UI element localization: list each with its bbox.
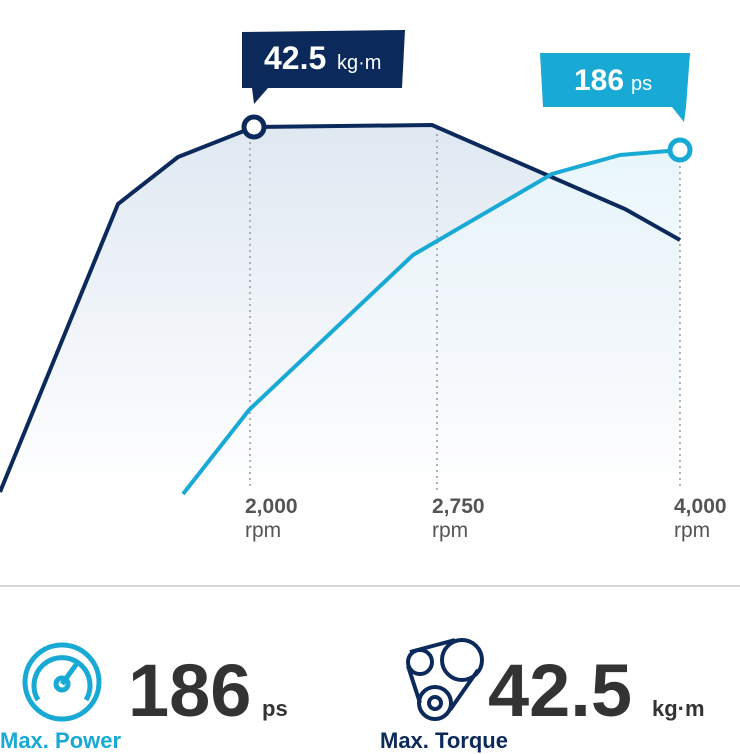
rpm-unit: rpm	[674, 519, 710, 542]
power-curve	[181, 148, 681, 496]
rpm-value: 4,000	[674, 495, 727, 518]
rpm-value: 2,000	[245, 495, 298, 518]
torque-callout-unit: kg·m	[337, 52, 381, 74]
torque-stat-label: Max. Torque	[380, 728, 508, 753]
power-peak	[667, 137, 693, 163]
power-callout-value: 186	[574, 64, 624, 97]
power-stat-label: Max. Power	[0, 728, 121, 753]
rpm-guides	[249, 128, 681, 490]
rpm-value: 2,750	[432, 495, 485, 518]
rpm-unit: rpm	[432, 519, 468, 542]
power-stat-value: 186	[128, 649, 251, 732]
torque-callout-value: 42.5	[264, 40, 326, 76]
torque-callout-box	[242, 30, 405, 104]
power-callout-box	[540, 53, 690, 122]
torque-peak	[241, 114, 267, 140]
power-area	[183, 150, 680, 494]
power-stat-unit: ps	[262, 696, 288, 721]
torque-stat-value: 42.5	[488, 649, 632, 732]
belt-icon	[406, 638, 484, 721]
rpm-unit: rpm	[245, 519, 281, 542]
speedometer-icon	[22, 642, 102, 722]
power-callout-unit: ps	[631, 73, 652, 95]
rpm-labels: 2,000 rpm 2,750 rpm 4,000 rpm	[245, 495, 727, 542]
torque-stat-unit: kg·m	[652, 696, 705, 721]
